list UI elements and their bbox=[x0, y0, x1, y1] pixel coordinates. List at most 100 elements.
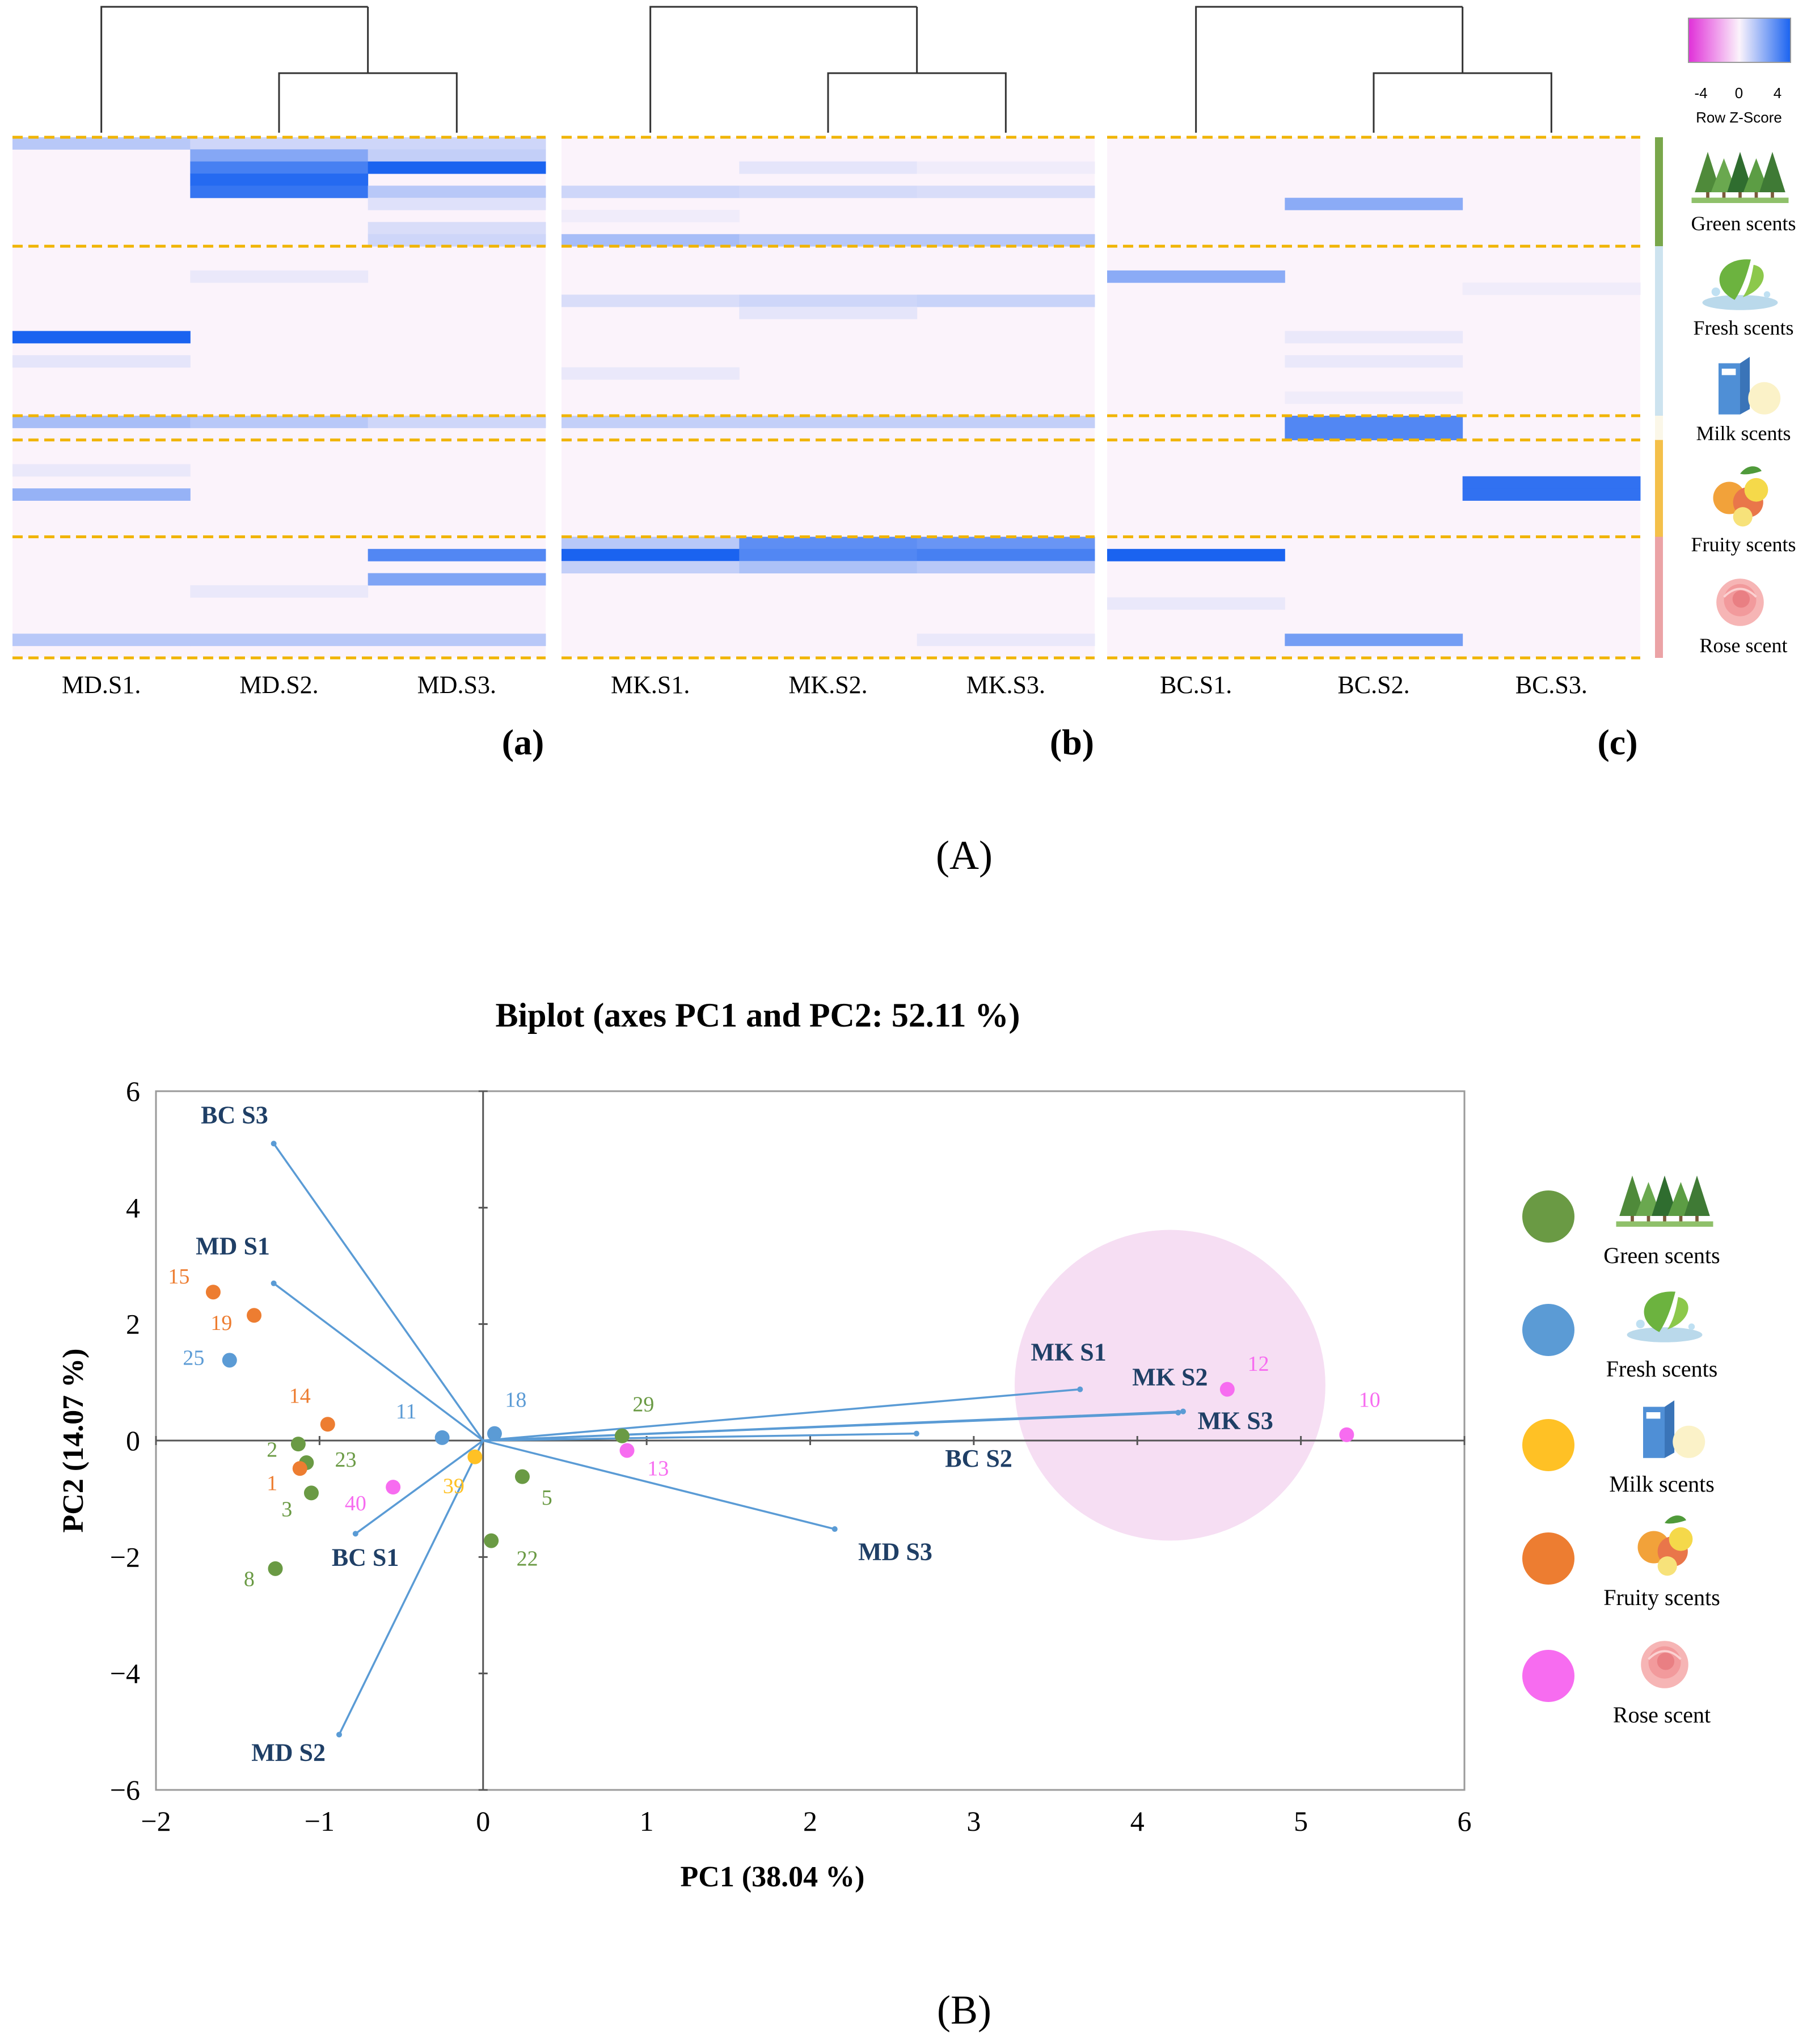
heatmap-cell bbox=[561, 210, 740, 222]
legend-label-green: Green scents bbox=[1603, 1243, 1720, 1268]
figure-label-B: (B) bbox=[937, 1987, 991, 2033]
heatmap-cell bbox=[561, 548, 740, 561]
data-point bbox=[386, 1480, 401, 1495]
vector-label: MK S3 bbox=[1198, 1407, 1273, 1434]
legend-swatch-milk bbox=[1522, 1419, 1574, 1471]
heatmap-cell bbox=[190, 137, 369, 150]
point-label: 23 bbox=[335, 1448, 357, 1472]
point-label: 14 bbox=[289, 1384, 311, 1408]
column-label: MD.S1. bbox=[62, 671, 141, 699]
column-label: MK.S3. bbox=[966, 671, 1045, 699]
heatmap-cell bbox=[190, 585, 369, 598]
heatmap-cell bbox=[190, 149, 369, 162]
heatmap-cell bbox=[1107, 270, 1285, 283]
vector-label: MK S1 bbox=[1031, 1338, 1107, 1366]
colorbar-tick-mid: 0 bbox=[1735, 85, 1743, 102]
heatmap-cell bbox=[12, 634, 191, 647]
citrus-fruits-icon bbox=[1713, 466, 1768, 527]
heatmap-cell bbox=[917, 634, 1095, 647]
heatmap-cell bbox=[739, 306, 918, 319]
heatmap-cell bbox=[368, 161, 546, 174]
milk-carton-icon bbox=[1643, 1400, 1705, 1458]
data-point bbox=[268, 1561, 283, 1576]
heatmap-cell bbox=[739, 185, 918, 199]
heatmap-cell bbox=[561, 561, 740, 574]
column-label: BC.S1. bbox=[1160, 671, 1232, 699]
category-label-green: Green scents bbox=[1691, 212, 1796, 235]
heatmap-cell bbox=[368, 185, 546, 199]
x-tick-label: −2 bbox=[141, 1805, 171, 1837]
heatmap-cell bbox=[917, 416, 1095, 428]
heatmap-cell bbox=[190, 185, 369, 199]
vector-label: BC S3 bbox=[201, 1101, 268, 1129]
category-strip-fruity bbox=[1655, 440, 1663, 537]
heatmap-cell bbox=[368, 573, 546, 586]
dendrogram bbox=[649, 6, 1007, 133]
vector-label: MD S2 bbox=[251, 1739, 326, 1767]
legend-swatch-fruity bbox=[1522, 1532, 1574, 1585]
heatmap-cell bbox=[12, 488, 191, 501]
vector-label: MD S1 bbox=[196, 1232, 270, 1260]
legend-label-rose: Rose scent bbox=[1613, 1702, 1711, 1728]
point-label: 22 bbox=[517, 1547, 538, 1571]
vector-arrowhead bbox=[831, 1526, 838, 1532]
heatmap-cell bbox=[561, 367, 740, 380]
x-tick-label: 5 bbox=[1294, 1805, 1308, 1837]
vector-arrowhead bbox=[1175, 1409, 1181, 1416]
heatmap-cell bbox=[1285, 391, 1463, 404]
point-label: 29 bbox=[632, 1393, 654, 1417]
category-sidebar: Green scents Fresh scents Milk scents Fruit… bbox=[1655, 137, 1796, 658]
y-tick-label: −4 bbox=[110, 1658, 140, 1690]
heatmap-cell bbox=[917, 537, 1095, 550]
y-tick-label: 2 bbox=[126, 1308, 140, 1340]
x-tick-label: 4 bbox=[1130, 1805, 1145, 1837]
point-label: 18 bbox=[505, 1388, 526, 1412]
y-axis-title: PC2 (14.07 %) bbox=[57, 1349, 90, 1533]
highlight-circle bbox=[1014, 1230, 1325, 1541]
heatmap-cell bbox=[12, 416, 191, 428]
x-tick-label: −1 bbox=[305, 1805, 335, 1837]
heatmap-cell bbox=[917, 548, 1095, 561]
heatmap-cell bbox=[190, 174, 369, 186]
heatmap-cell bbox=[190, 416, 369, 428]
loading-vector bbox=[354, 1439, 484, 1535]
dendrogram bbox=[100, 6, 458, 133]
heatmap-cell bbox=[1285, 197, 1463, 210]
data-point bbox=[320, 1417, 335, 1432]
heatmap-cell bbox=[739, 416, 918, 428]
forest-icon bbox=[1616, 1175, 1713, 1227]
heatmap-cell bbox=[1285, 634, 1463, 647]
data-point bbox=[467, 1449, 483, 1464]
column-label: MK.S2. bbox=[788, 671, 867, 699]
colorbar-gradient bbox=[1688, 18, 1791, 63]
x-tick-label: 6 bbox=[1458, 1805, 1472, 1837]
data-point bbox=[247, 1308, 262, 1323]
heatmap-panel-c: BC.S1. BC.S2. BC.S3. (c) bbox=[1107, 6, 1641, 762]
data-point bbox=[514, 1469, 530, 1484]
column-label: BC.S3. bbox=[1515, 671, 1588, 699]
vector-label: MD S3 bbox=[858, 1538, 932, 1565]
leaf-splash-icon bbox=[1627, 1291, 1703, 1342]
vector-arrowhead bbox=[352, 1531, 358, 1537]
point-label: 1 bbox=[267, 1471, 277, 1495]
figure-label-A: (A) bbox=[936, 833, 993, 878]
point-label: 12 bbox=[1248, 1352, 1269, 1376]
vector-arrowhead bbox=[336, 1732, 342, 1738]
loading-vector bbox=[483, 1439, 835, 1530]
loading-vector bbox=[273, 1282, 484, 1442]
data-point bbox=[299, 1455, 314, 1471]
column-label: MD.S2. bbox=[239, 671, 318, 699]
data-point bbox=[205, 1285, 221, 1300]
point-label: 8 bbox=[244, 1568, 255, 1591]
x-tick-label: 3 bbox=[966, 1805, 981, 1837]
heatmap-cell bbox=[368, 149, 546, 162]
citrus-fruits-icon bbox=[1637, 1515, 1693, 1576]
point-label: 39 bbox=[443, 1474, 465, 1498]
vector-label: BC S1 bbox=[332, 1544, 399, 1572]
heatmap-cell bbox=[12, 464, 191, 477]
heatmap-cell bbox=[1107, 548, 1285, 561]
heatmap-cell bbox=[739, 234, 918, 247]
category-strip-rose bbox=[1655, 537, 1663, 658]
heatmap-panels: MD.S1. MD.S2. MD.S3.(a)MK.S1. MK.S2. MK.S3.(… bbox=[12, 6, 1641, 762]
vector-arrowhead bbox=[1077, 1386, 1083, 1392]
